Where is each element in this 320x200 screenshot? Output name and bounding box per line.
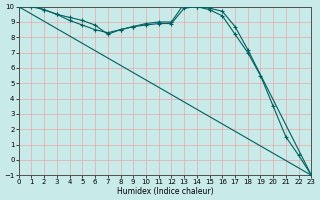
X-axis label: Humidex (Indice chaleur): Humidex (Indice chaleur) (117, 187, 213, 196)
